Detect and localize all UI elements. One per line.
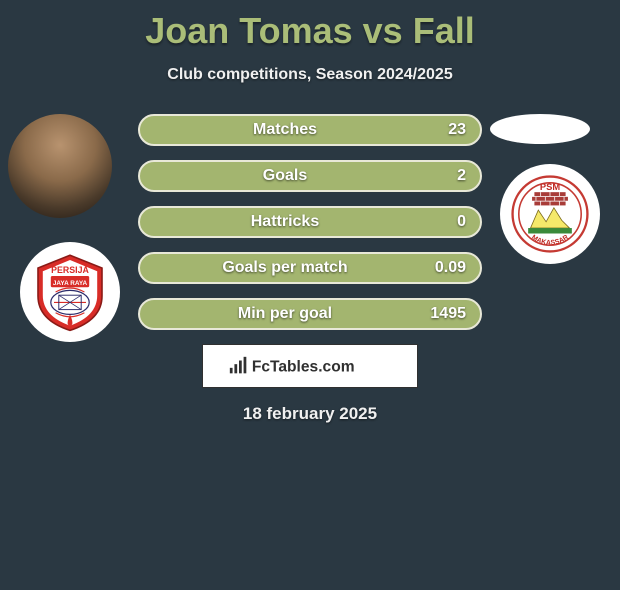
page-title: Joan Tomas vs Fall: [0, 10, 620, 52]
stat-label: Min per goal: [154, 305, 416, 323]
stat-value: 0: [416, 213, 466, 231]
stat-bars: Matches 23 Goals 2 Hattricks 0 Goals per…: [138, 114, 482, 330]
stat-value: 2: [416, 167, 466, 185]
brand-attribution: FcTables.com: [202, 344, 418, 388]
stat-bar-goals: Goals 2: [138, 160, 482, 192]
badge-text-top: PERSIJA: [51, 265, 89, 275]
brick-wall: [532, 192, 568, 205]
date-label: 18 february 2025: [0, 404, 620, 424]
psm-badge-icon: PSM MAKASSAR: [511, 175, 589, 253]
stat-label: Hattricks: [154, 213, 416, 231]
brand-text: FcTables.com: [251, 359, 354, 376]
badge-text-mid: JAYA RAYA: [53, 280, 88, 287]
stat-label: Goals per match: [154, 259, 416, 277]
stat-bar-hattricks: Hattricks 0: [138, 206, 482, 238]
player-photo: [8, 114, 112, 218]
fctables-logo-icon: FcTables.com: [228, 355, 393, 377]
stat-bar-goals-per-match: Goals per match 0.09: [138, 252, 482, 284]
stat-bar-min-per-goal: Min per goal 1495: [138, 298, 482, 330]
stat-bar-matches: Matches 23: [138, 114, 482, 146]
persija-badge-icon: PERSIJA JAYA RAYA: [30, 252, 110, 332]
player-club-badge: PERSIJA JAYA RAYA: [20, 242, 120, 342]
stat-label: Matches: [154, 121, 416, 139]
opponent-photo-placeholder: [490, 114, 590, 144]
opponent-club-badge: PSM MAKASSAR: [500, 164, 600, 264]
stat-label: Goals: [154, 167, 416, 185]
stat-value: 0.09: [416, 259, 466, 277]
comparison-panel: PERSIJA JAYA RAYA PSM: [0, 114, 620, 424]
badge-text-top: PSM: [540, 182, 560, 192]
subtitle: Club competitions, Season 2024/2025: [0, 66, 620, 84]
stat-value: 23: [416, 121, 466, 139]
stat-value: 1495: [416, 305, 466, 323]
